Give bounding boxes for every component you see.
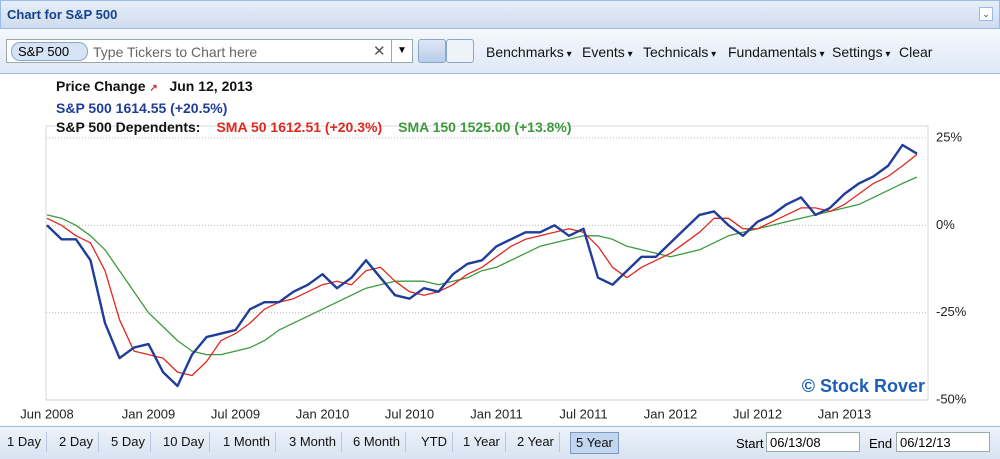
y-tick-label: 0%	[936, 217, 955, 232]
period-button[interactable]: 1 Year	[458, 432, 506, 452]
period-button[interactable]: 1 Day	[2, 432, 47, 452]
date-text: Jun 12, 2013	[169, 78, 253, 94]
x-tick-label: Jan 2011	[470, 406, 523, 421]
period-button[interactable]: 6 Month	[348, 432, 406, 452]
legend-row: S&P 500 1614.55 (+20.5%)	[56, 100, 227, 116]
menu-item[interactable]: Benchmarks	[486, 44, 572, 60]
x-tick-label: Jan 2012	[644, 406, 698, 421]
title-text: Price Change	[56, 78, 146, 94]
period-button[interactable]: 2 Day	[54, 432, 99, 452]
menu-item[interactable]: Events	[582, 44, 633, 60]
x-tick-label: Jan 2009	[122, 406, 176, 421]
ticker-tag[interactable]: S&P 500	[11, 42, 89, 61]
clear-button[interactable]: Clear	[899, 44, 933, 60]
end-date[interactable]: 06/12/13	[896, 432, 990, 452]
link-button[interactable]	[418, 39, 446, 63]
ticker-placeholder: Type Tickers to Chart here	[93, 44, 258, 60]
x-tick-label: Jul 2010	[385, 406, 434, 421]
menu-item[interactable]: Fundamentals	[728, 44, 825, 60]
legend-entry: S&P 500 1614.55 (+20.5%)	[56, 100, 228, 116]
footer: Start 06/13/08 End 06/12/13 1 Day 2 Day 5 …	[0, 426, 1000, 459]
x-tick-label: Jan 2010	[296, 406, 350, 421]
panel-header: Chart for S&P 500 ⌄	[0, 0, 1000, 29]
panel-title: Chart for S&P 500	[7, 7, 118, 22]
dependents-label: S&P 500 Dependents:	[56, 119, 201, 135]
x-tick-label: Jul 2009	[211, 406, 260, 421]
period-button[interactable]: 10 Day	[158, 432, 211, 452]
period-button[interactable]: 1 Month	[218, 432, 276, 452]
y-tick-label: 25%	[936, 129, 962, 144]
period-button[interactable]: YTD	[416, 432, 453, 452]
y-tick-label: -50%	[936, 391, 967, 406]
dropdown-button[interactable]: ▼	[391, 40, 412, 62]
ticker-input[interactable]: S&P 500 Type Tickers to Chart here ✕ ▼	[6, 39, 413, 63]
legend-entry: SMA 150 1525.00 (+13.8%)	[398, 119, 572, 135]
x-tick-label: Jul 2011	[559, 406, 607, 421]
series-line	[46, 176, 918, 356]
period-button[interactable]: 5 Year	[570, 432, 619, 454]
period-button[interactable]: 5 Day	[106, 432, 151, 452]
end-label: End	[869, 436, 893, 451]
y-tick-label: -25%	[936, 304, 967, 319]
x-tick-label: Jul 2012	[733, 406, 782, 421]
series-line	[46, 143, 918, 388]
start-date[interactable]: 06/13/08	[766, 432, 860, 452]
clear-input[interactable]: ✕	[373, 43, 386, 60]
unlink-button[interactable]	[446, 39, 474, 63]
period-button[interactable]: 2 Year	[512, 432, 560, 452]
legend-entry: SMA 50 1612.51 (+20.3%)	[216, 119, 383, 135]
toolbar: S&P 500 Type Tickers to Chart here ✕ ▼ B…	[0, 29, 1000, 74]
collapse-button[interactable]: ⌄	[979, 7, 993, 21]
chart-title: Price Change ↗ Jun 12, 2013	[56, 78, 253, 94]
x-tick-label: Jun 2008	[20, 406, 74, 421]
menu-item[interactable]: Technicals	[643, 44, 716, 60]
watermark: © Stock Rover	[802, 376, 925, 396]
period-button[interactable]: 3 Month	[284, 432, 342, 452]
menu-item[interactable]: Settings	[832, 44, 890, 60]
legend-row: S&P 500 Dependents: SMA 50 1612.51 (+20.3…	[56, 119, 572, 135]
series-line	[46, 153, 918, 377]
start-label: Start	[736, 436, 764, 451]
x-tick-label: Jan 2013	[818, 406, 872, 421]
